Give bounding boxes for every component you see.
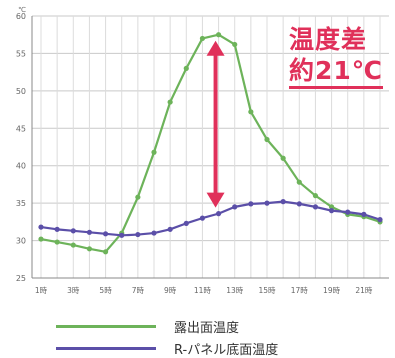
data-point-1 — [70, 228, 76, 234]
data-point-1 — [248, 201, 254, 207]
axes: 25 30 35 40 45 50 55 60℃ 1時 3時 5時 7時 9時 11時 13時 15時 17時 1… — [16, 6, 389, 295]
y-tick-label: 35 — [16, 199, 26, 208]
legend-label-exposed: 露出面温度 — [174, 320, 240, 336]
y-tick-label: 45 — [16, 124, 26, 133]
legend-item-exposed: 露出面温度 — [56, 316, 239, 336]
series-line-0 — [40, 33, 381, 253]
data-point-0 — [215, 32, 222, 38]
arrow-head-top — [206, 40, 225, 56]
legend-item-panel: R-パネル底面温度 — [56, 338, 278, 358]
data-point-0 — [232, 41, 238, 48]
x-tick-label: 9時 — [164, 286, 177, 295]
data-point-0 — [38, 236, 44, 242]
data-point-0 — [167, 99, 173, 105]
data-point-1 — [151, 230, 157, 236]
x-tick-label: 1時 — [35, 286, 48, 295]
x-tick-label: 21時 — [355, 286, 373, 295]
data-point-1 — [86, 229, 93, 235]
x-tick-label: 5時 — [99, 286, 112, 295]
data-point-1 — [54, 226, 60, 232]
data-point-1 — [119, 232, 125, 238]
data-point-1 — [312, 204, 319, 210]
x-tick-label: 19時 — [323, 286, 341, 295]
data-point-1 — [232, 204, 238, 210]
data-point-0 — [86, 246, 93, 252]
y-tick-label: 40 — [16, 162, 26, 171]
legend-label-panel: R-パネル底面温度 — [174, 342, 279, 358]
data-point-1 — [361, 211, 367, 217]
data-point-1 — [264, 200, 270, 206]
data-point-1 — [215, 211, 222, 217]
data-point-1 — [296, 201, 302, 207]
arrow-head-bottom — [206, 192, 225, 208]
data-point-0 — [296, 179, 302, 185]
data-point-0 — [54, 239, 60, 245]
data-point-0 — [264, 136, 270, 143]
y-unit-label: ℃ — [18, 6, 26, 14]
annotation-title: 温度差 — [289, 25, 368, 54]
x-tick-label: 17時 — [291, 286, 309, 295]
data-point-0 — [312, 193, 319, 199]
x-tick-label: 3時 — [67, 286, 80, 295]
x-tick-label: 15時 — [258, 286, 276, 295]
data-point-1 — [167, 226, 173, 232]
data-point-1 — [345, 209, 351, 215]
data-point-1 — [280, 199, 286, 205]
data-point-0 — [280, 155, 286, 161]
x-tick-label: 7時 — [132, 286, 145, 295]
data-point-1 — [199, 215, 206, 221]
data-point-1 — [102, 231, 109, 237]
data-point-0 — [199, 35, 206, 42]
difference-arrow — [206, 40, 225, 208]
series-lines — [38, 32, 383, 255]
legend-swatch-exposed — [56, 324, 156, 328]
x-tick-label: 13時 — [226, 286, 244, 295]
data-point-1 — [38, 224, 44, 230]
data-point-1 — [377, 217, 383, 223]
y-tick-label: 30 — [16, 237, 26, 246]
legend-swatch-panel — [56, 346, 156, 350]
data-point-0 — [135, 194, 141, 200]
data-point-1 — [135, 231, 141, 238]
data-point-1 — [328, 208, 335, 214]
annotation-value: 約21℃ — [289, 56, 384, 89]
data-point-0 — [328, 204, 335, 210]
y-tick-label: 60 — [16, 12, 26, 21]
x-tick-label: 11時 — [194, 286, 212, 295]
data-point-1 — [183, 220, 189, 226]
series-line-1 — [40, 200, 381, 237]
data-point-0 — [248, 109, 254, 115]
data-point-0 — [183, 65, 189, 71]
data-point-0 — [70, 242, 76, 248]
y-tick-label: 55 — [16, 49, 26, 58]
y-tick-label: 25 — [16, 274, 26, 283]
data-point-0 — [151, 149, 157, 155]
data-point-0 — [102, 249, 109, 255]
y-tick-label: 50 — [16, 87, 26, 96]
